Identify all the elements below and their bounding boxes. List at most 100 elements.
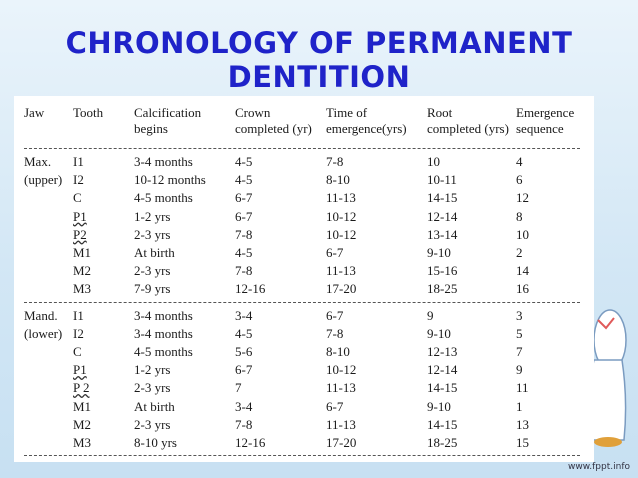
table-cell: 1-2 yrs [134,362,171,378]
fppt-watermark: www.fppt.info [568,462,630,472]
table-cell: M1 [73,398,92,414]
table-cell: 3-4 [235,307,253,323]
title-line-1: CHRONOLOGY OF PERMANENT [65,26,573,60]
column-header-line: emergence(yrs) [326,121,407,136]
table-cell: 4-5 [235,245,253,261]
column-header-line: Crown [235,105,271,120]
table-cell [24,398,73,416]
table-cell: 8-10 yrs [134,435,177,451]
table-cell: 14-15 [427,380,458,396]
column-header-line: completed (yr) [235,121,312,136]
table-cell: At birth [134,245,175,261]
table-cell: I2 [73,172,84,188]
column-header-line: Tooth [73,105,104,120]
table-cell: 14-15 [427,416,458,432]
table-cell: 5-6 [235,344,253,360]
table-cell: I2 [73,325,84,341]
table-cell: I1 [73,154,84,169]
column-header-line: Time of [326,105,368,120]
table-cell: 8-10 [326,172,350,188]
table-cell: P 2 [73,380,90,396]
table-cell: 13 [516,416,529,432]
column-header: Root completed (yrs) [427,105,516,145]
dentition-table: Jaw Tooth Calcification begins Crown complete… [24,105,580,460]
table-cell: 9-10 [427,398,451,414]
table-row: (lower) I2 3-4 months 4-5 7-8 9-10 5 [24,325,580,343]
table-cell: M2 [73,416,92,432]
table-cell: 3 [516,307,523,323]
table-row: P2 2-3 yrs 7-8 10-12 13-14 10 [24,226,580,244]
table-cell: 4-5 [235,172,253,188]
table-cell: 10-12 months [134,172,206,188]
dentition-table-panel: Jaw Tooth Calcification begins Crown complete… [14,96,594,462]
table-cell: 10-11 [427,172,457,188]
column-header: Tooth [73,105,134,145]
table-cell: 7-8 [235,416,253,432]
dashed-rule [24,455,580,457]
table-row: M2 2-3 yrs 7-8 11-13 15-16 14 [24,262,580,280]
column-header: Jaw [24,105,73,145]
table-cell: At birth [134,398,175,414]
table-cell: 2-3 yrs [134,263,171,279]
table-cell [24,379,73,397]
table-cell: 17-20 [326,281,357,297]
table-cell: 14 [516,263,529,279]
table-cell [24,189,73,207]
table-cell: 10-12 [326,226,357,242]
table-cell: 7 [516,344,523,360]
table-row: M1 At birth 4-5 6-7 9-10 2 [24,244,580,262]
table-cell: 2-3 yrs [134,416,171,432]
table-row: M1 At birth 3-4 6-7 9-10 1 [24,398,580,416]
table-cell: 12-14 [427,362,458,378]
table-row: P1 1-2 yrs 6-7 10-12 12-14 9 [24,361,580,379]
table-cell: 4-5 [235,325,253,341]
table-cell: 7-8 [235,263,253,279]
table-header-row: Jaw Tooth Calcification begins Crown complete… [24,105,580,145]
table-cell [24,416,73,434]
dashed-rule [24,148,580,149]
table-cell [24,434,73,452]
table-cell: 4-5 months [134,190,193,206]
separator-row [24,145,580,153]
separator-row [24,452,580,460]
table-cell: 9-10 [427,325,451,341]
table-cell: P2 [73,226,87,242]
table-cell: 18-25 [427,281,458,297]
table-cell: 15-16 [427,263,458,279]
table-cell: 6-7 [235,362,253,378]
table-cell: (upper) [24,172,63,188]
table-cell: 13-14 [427,226,458,242]
table-cell: 6-7 [326,307,344,323]
table-cell [24,262,73,280]
table-body: Max. I1 3-4 months 4-5 7-8 10 4 (upper) I2 10-12 … [24,153,580,460]
table-cell: Mand. [24,307,58,323]
column-header-line: Calcification [134,105,202,120]
table-cell [24,244,73,262]
column-header: Calcification begins [134,105,235,145]
table-row: Max. I1 3-4 months 4-5 7-8 10 4 [24,153,580,171]
table-row: Mand. I1 3-4 months 3-4 6-7 9 3 [24,307,580,325]
table-cell: 11-13 [326,190,356,206]
column-header-line: Emergence [516,105,575,120]
table-row: C 4-5 months 6-7 11-13 14-15 12 [24,189,580,207]
slide-title: CHRONOLOGY OF PERMANENT DENTITION [30,26,608,94]
table-cell: 6-7 [235,208,253,224]
table-cell: 7 [235,380,242,396]
table-cell: 3-4 months [134,325,193,341]
table-cell: 3-4 months [134,307,193,323]
table-cell: 4 [516,154,523,169]
table-cell: 3-4 months [134,154,193,169]
column-header: Time of emergence(yrs) [326,105,427,145]
table-cell [24,343,73,361]
table-cell: 12-14 [427,208,458,224]
table-cell: 8 [516,208,523,224]
column-header-line: completed (yrs) [427,121,509,136]
table-cell: 11 [516,380,529,396]
table-cell: 2-3 yrs [134,380,171,396]
table-cell: 9 [516,362,523,378]
table-cell: M1 [73,245,92,261]
table-cell: 12 [516,190,529,206]
table-row: (upper) I2 10-12 months 4-5 8-10 10-11 6 [24,171,580,189]
table-cell: 7-9 yrs [134,281,171,297]
table-cell: 5 [516,325,523,341]
